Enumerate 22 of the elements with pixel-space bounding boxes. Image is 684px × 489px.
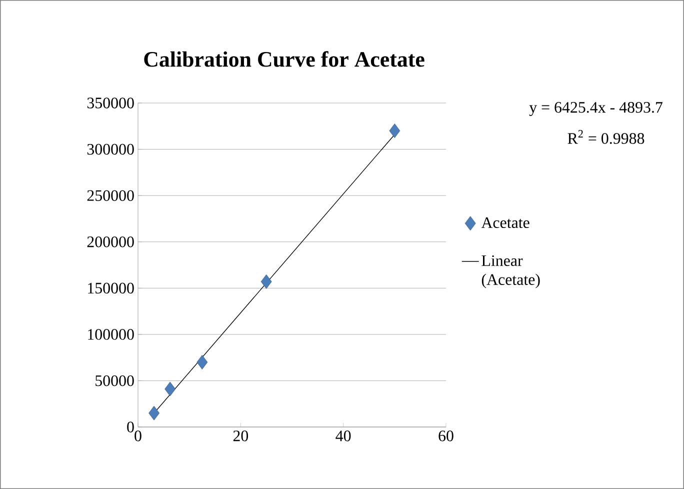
legend-label: Acetate	[481, 217, 530, 228]
y-tick-label: 200000	[87, 236, 134, 248]
x-tick-label: 40	[336, 430, 351, 442]
point	[389, 124, 400, 138]
x-tick-label: 20	[233, 430, 248, 442]
y-tick-label: 0	[127, 422, 134, 432]
y-tick-label: 250000	[87, 190, 134, 201]
x-tick-label: 0	[134, 430, 142, 442]
y-tick-label: 100000	[88, 329, 134, 340]
text: y = 6425.4x - 4893.7	[529, 102, 662, 116]
chart-title: Calibration Curve for Acetate	[144, 51, 424, 67]
y-tick-label: 300000	[87, 144, 134, 155]
point	[148, 406, 160, 420]
legend-label: Linear (Acetate)	[482, 255, 540, 288]
point	[196, 355, 208, 370]
y-tick-label: 350000	[87, 98, 134, 108]
y-tick-label: 150000	[88, 282, 134, 294]
y-tick-label: 50000	[96, 375, 134, 386]
text: R$^{2}$ = 0.9988	[568, 130, 644, 144]
x-tick-label: 60	[438, 430, 454, 442]
point	[260, 274, 272, 289]
point	[164, 382, 176, 396]
